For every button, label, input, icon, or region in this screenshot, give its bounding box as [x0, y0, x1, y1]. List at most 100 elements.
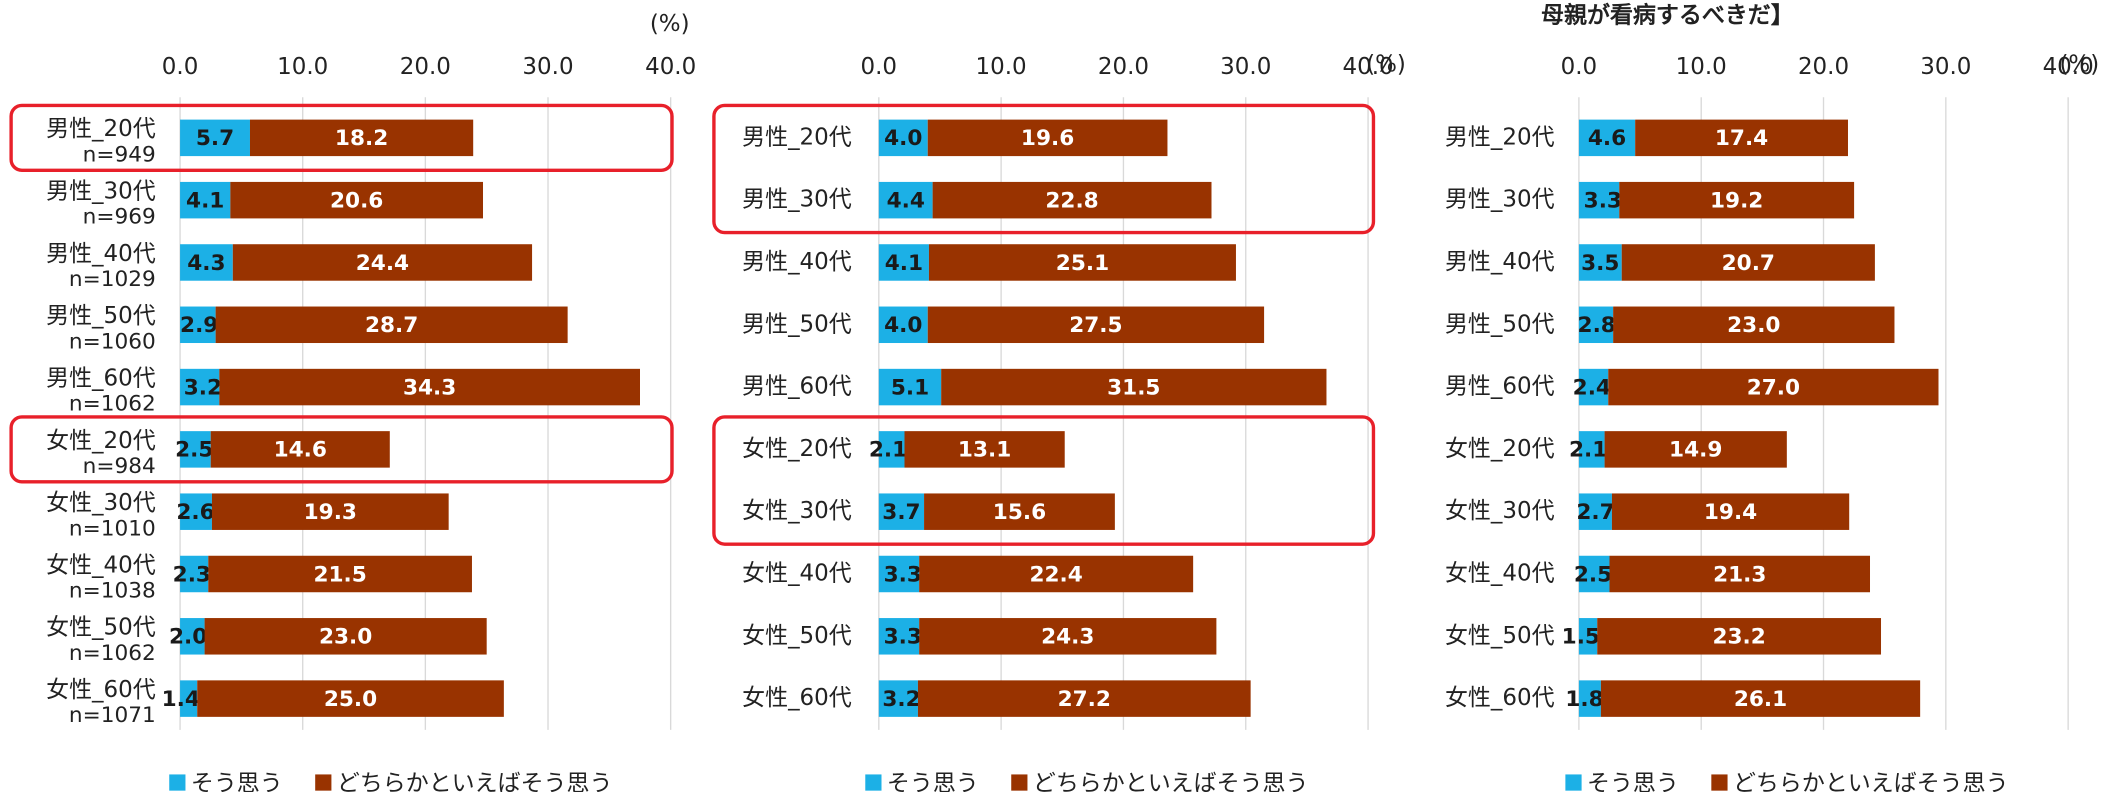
value-label: 3.5 [1581, 251, 1619, 276]
category-label: 女性_50代 [46, 615, 156, 641]
value-label: 2.8 [1578, 313, 1616, 338]
category-label: 女性_40代 [742, 560, 852, 586]
bar-segment [1613, 306, 1895, 344]
bar-segment [878, 618, 920, 655]
x-tick-label: 30.0 [1920, 54, 1971, 80]
value-label: 2.9 [180, 313, 218, 338]
legend-label: どちらかといえばそう思う [1033, 770, 1309, 792]
bar-segment [180, 493, 212, 530]
legend-swatch [315, 774, 332, 791]
x-tick-label: 20.0 [1098, 54, 1149, 80]
x-tick-label: 20.0 [400, 54, 451, 80]
value-label: 2.6 [176, 500, 214, 525]
legend-swatch [865, 774, 882, 791]
value-label: 22.8 [1045, 189, 1098, 214]
value-label: 4.6 [1588, 126, 1626, 151]
category-label: 男性_30代 [1445, 187, 1555, 213]
bar-segment [180, 181, 231, 219]
bar-segment [1621, 244, 1875, 281]
legend-swatch [169, 774, 186, 791]
bar-segment [919, 618, 1217, 655]
bar-segment [927, 306, 1265, 344]
value-label: 4.0 [884, 126, 922, 151]
bar-segment [215, 306, 568, 344]
value-label: 1.5 [1562, 625, 1600, 650]
value-label: 5.1 [891, 375, 929, 400]
sample-size: n=1010 [69, 516, 156, 541]
value-label: 3.3 [1584, 189, 1622, 214]
legend-swatch [1011, 774, 1028, 791]
highlight-box [712, 103, 1376, 235]
value-label: 1.4 [162, 687, 200, 712]
value-label: 26.1 [1734, 687, 1787, 712]
value-label: 2.0 [169, 625, 207, 650]
category-label: 女性_30代 [1445, 498, 1555, 524]
value-label: 2.3 [173, 562, 211, 587]
bar-segment [1578, 618, 1598, 655]
bar-segment [941, 368, 1327, 406]
value-label: 2.1 [869, 438, 907, 463]
bar-segment [1578, 368, 1609, 406]
bar-segment [1578, 431, 1605, 468]
x-tick-label: 20.0 [1798, 54, 1849, 80]
category-label: 男性_60代 [742, 374, 852, 400]
value-label: 19.3 [304, 500, 357, 525]
sample-size: n=1062 [69, 641, 156, 666]
value-label: 4.1 [186, 189, 224, 214]
x-tick-label: 0.0 [162, 54, 199, 80]
category-label: 男性_40代 [1445, 249, 1555, 275]
value-label: 17.4 [1715, 126, 1768, 151]
bar-segment [1604, 431, 1787, 468]
value-label: 15.6 [993, 500, 1046, 525]
value-label: 27.2 [1058, 687, 1111, 712]
bar-segment [180, 119, 250, 157]
value-label: 5.7 [196, 126, 234, 151]
category-label: 女性_20代 [46, 428, 156, 454]
bar-segment [932, 181, 1212, 219]
bar-segment [1608, 368, 1939, 406]
category-label: 男性_20代 [1445, 124, 1555, 150]
value-label: 2.7 [1576, 500, 1614, 525]
bar-segment [180, 431, 211, 468]
category-label: 男性_40代 [46, 241, 156, 267]
sample-size: n=1029 [69, 267, 156, 292]
category-label: 女性_60代 [742, 685, 852, 711]
legend-swatch [1565, 774, 1582, 791]
bar-segment [878, 306, 928, 344]
bar-segment [180, 555, 209, 593]
category-label: 女性_40代 [46, 552, 156, 578]
bar-segment [180, 306, 216, 344]
bar-segment [878, 181, 933, 219]
bar-segment [1635, 119, 1848, 157]
category-label: 男性_50代 [742, 311, 852, 337]
bar-segment [180, 244, 233, 281]
category-label: 男性_20代 [742, 124, 852, 150]
value-label: 3.2 [184, 375, 222, 400]
value-label: 20.7 [1722, 251, 1775, 276]
unit-label: (%) [650, 11, 690, 37]
value-label: 28.7 [365, 313, 418, 338]
value-label: 25.1 [1056, 251, 1109, 276]
unit-label: (%) [2059, 51, 2099, 77]
value-label: 2.5 [175, 438, 213, 463]
value-label: 20.6 [330, 189, 383, 214]
value-label: 25.0 [324, 687, 377, 712]
value-label: 19.2 [1710, 189, 1763, 214]
value-label: 13.1 [958, 438, 1011, 463]
bar-segment [230, 181, 484, 219]
x-tick-label: 10.0 [1676, 54, 1727, 80]
category-label: 男性_40代 [742, 249, 852, 275]
bar-segment [878, 493, 925, 530]
x-tick-label: 0.0 [861, 54, 898, 80]
bar-segment [197, 680, 504, 717]
legend-swatch [1711, 774, 1728, 791]
value-label: 3.2 [882, 687, 920, 712]
category-label: 男性_30代 [742, 187, 852, 213]
value-label: 21.5 [313, 562, 366, 587]
bar-segment [180, 680, 198, 717]
value-label: 4.3 [187, 251, 225, 276]
bar-segment [927, 119, 1168, 157]
highlight-box [712, 415, 1376, 546]
